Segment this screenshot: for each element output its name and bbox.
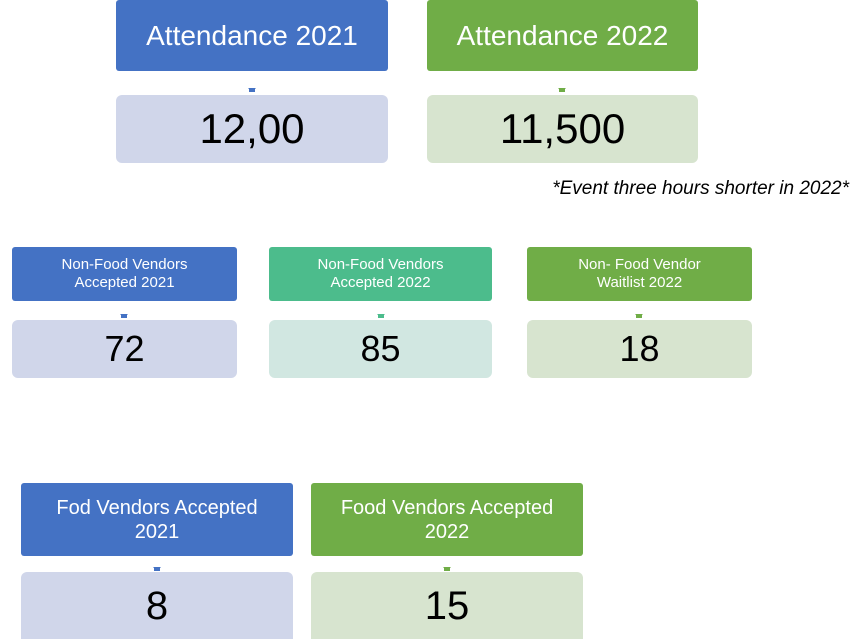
arrow: [377, 314, 385, 318]
card-value: 72: [12, 320, 237, 378]
card-header: Attendance 2022: [427, 0, 698, 71]
note: *Event three hours shorter in 2022*: [552, 178, 849, 199]
card-header: Attendance 2021: [116, 0, 388, 71]
card-header: Fod Vendors Accepted 2021: [21, 483, 293, 556]
card-value: 8: [21, 572, 293, 639]
card-value: 85: [269, 320, 492, 378]
card-header: Food Vendors Accepted 2022: [311, 483, 583, 556]
arrow: [248, 88, 256, 92]
arrow: [558, 88, 566, 92]
card-value: 11,500: [427, 95, 698, 163]
card-header: Non- Food Vendor Waitlist 2022: [527, 247, 752, 301]
arrow: [635, 314, 643, 318]
card-value: 18: [527, 320, 752, 378]
arrow: [153, 567, 161, 571]
card-value: 15: [311, 572, 583, 639]
card-header: Non-Food Vendors Accepted 2021: [12, 247, 237, 301]
arrow: [120, 314, 128, 318]
card-header: Non-Food Vendors Accepted 2022: [269, 247, 492, 301]
arrow: [443, 567, 451, 571]
card-value: 12,00: [116, 95, 388, 163]
